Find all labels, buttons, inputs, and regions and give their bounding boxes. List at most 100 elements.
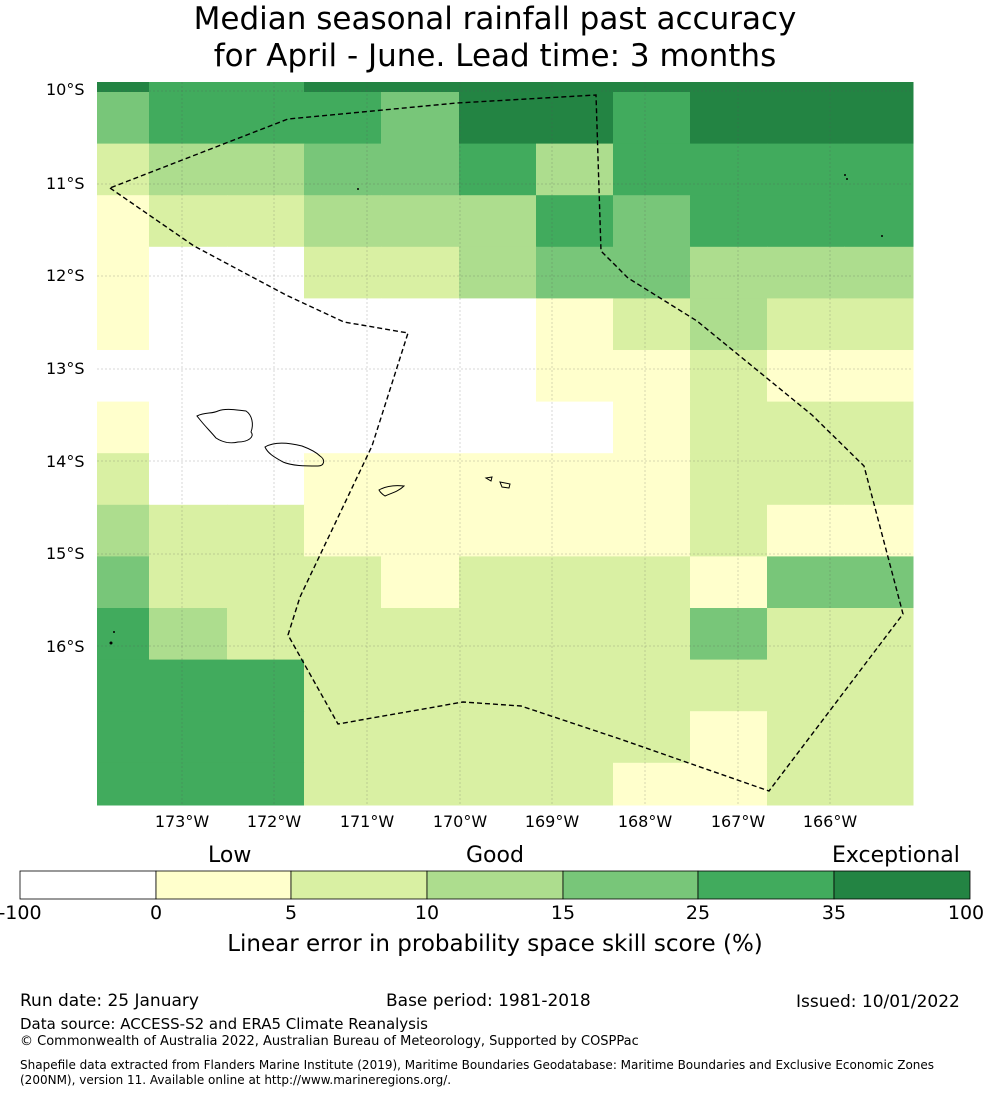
skill-cell	[381, 298, 460, 351]
skill-cell	[767, 92, 845, 145]
skill-cell	[227, 82, 305, 93]
skill-cell	[459, 350, 537, 403]
lon-label-173w: 173°W	[154, 812, 210, 831]
skill-cell	[844, 711, 914, 764]
manua-island	[499, 481, 511, 489]
skill-cell	[536, 92, 614, 145]
skill-cell	[844, 350, 914, 403]
skill-cell	[536, 246, 614, 299]
skill-cell	[381, 82, 460, 93]
run-date: Run date: 25 January	[20, 991, 199, 1011]
skill-cell	[149, 350, 228, 403]
skill-cell	[767, 298, 845, 351]
skill-cell	[97, 195, 150, 248]
skill-cell	[227, 556, 305, 609]
skill-cell	[459, 82, 537, 93]
skill-cell	[844, 82, 914, 93]
skill-cell	[227, 453, 305, 506]
skill-cell	[459, 504, 537, 557]
skill-cell	[304, 659, 382, 712]
skill-cell	[227, 143, 305, 196]
skill-cell	[536, 453, 614, 506]
skill-cell	[690, 195, 768, 248]
skill-cell	[459, 298, 537, 351]
skill-cell	[690, 762, 768, 806]
lon-label-166w: 166°W	[802, 812, 858, 831]
lon-label-169w: 169°W	[524, 812, 580, 831]
lat-label-15s: 15°S	[46, 544, 85, 563]
skill-cell	[149, 195, 228, 248]
colorbar-segment	[155, 870, 292, 900]
skill-cell	[304, 298, 382, 351]
shapefile-credit-line2: (200NM), version 11. Available online at…	[20, 1073, 452, 1087]
skill-cell	[459, 762, 537, 806]
skill-cell	[844, 143, 914, 196]
skill-cell	[767, 659, 845, 712]
skill-cell	[304, 504, 382, 557]
skill-cell	[149, 246, 228, 299]
skill-cell	[227, 195, 305, 248]
skill-cell	[97, 82, 150, 93]
skill-cell	[613, 82, 691, 93]
skill-cell	[767, 143, 845, 196]
skill-cell	[459, 711, 537, 764]
skill-cell	[149, 298, 228, 351]
skill-cell	[97, 608, 150, 661]
lat-label-13s: 13°S	[46, 359, 85, 378]
skill-cell	[536, 762, 614, 806]
skill-cell	[97, 298, 150, 351]
skill-cell	[844, 195, 914, 248]
lon-label-171w: 171°W	[339, 812, 395, 831]
colorbar-tick: 25	[685, 902, 711, 924]
skill-cell	[536, 556, 614, 609]
map-title-line2: for April - June. Lead time: 3 months	[213, 38, 777, 74]
colorbar	[19, 870, 971, 900]
skill-cell	[767, 82, 845, 93]
skill-cell	[459, 92, 537, 145]
lat-label-10s: 10°S	[46, 80, 85, 99]
skill-cell	[767, 711, 845, 764]
skill-cell	[767, 350, 845, 403]
skill-cell	[844, 401, 914, 454]
colorbar-segment	[697, 870, 835, 900]
skill-cell	[536, 659, 614, 712]
skill-cell	[844, 762, 914, 806]
skill-cell	[613, 762, 691, 806]
lat-label-14s: 14°S	[46, 452, 85, 471]
colorbar-tick: 0	[149, 902, 163, 924]
skill-cell	[149, 82, 228, 93]
skill-cell	[613, 92, 691, 145]
ofu-island	[484, 476, 493, 482]
skill-cell	[690, 504, 768, 557]
skill-cell	[459, 246, 537, 299]
skill-cell	[844, 453, 914, 506]
skill-cell	[227, 298, 305, 351]
skill-cell	[149, 659, 228, 712]
skill-cell	[149, 608, 228, 661]
skill-cell	[149, 504, 228, 557]
skill-cell	[767, 762, 845, 806]
skill-cell	[381, 762, 460, 806]
skill-cell	[613, 298, 691, 351]
issued-date: Issued: 10/01/2022	[796, 992, 960, 1012]
skill-cell	[381, 401, 460, 454]
colorbar-tick: 10	[414, 902, 440, 924]
skill-cell	[536, 401, 614, 454]
skill-cell	[149, 92, 228, 145]
skill-cell	[536, 608, 614, 661]
graticule	[97, 82, 913, 805]
skill-cell	[149, 556, 228, 609]
map-title-line1: Median seasonal rainfall past accuracy	[193, 1, 797, 37]
skill-cell	[690, 246, 768, 299]
skill-cell	[613, 401, 691, 454]
category-low: Low	[208, 843, 252, 868]
skill-cell	[149, 453, 228, 506]
skill-cell	[613, 350, 691, 403]
skill-cell	[690, 608, 768, 661]
skill-cell	[690, 659, 768, 712]
skill-cell	[304, 350, 382, 403]
skill-cell	[227, 401, 305, 454]
colorbar-segment	[426, 870, 564, 900]
skill-cell	[459, 556, 537, 609]
skill-cell	[97, 246, 150, 299]
